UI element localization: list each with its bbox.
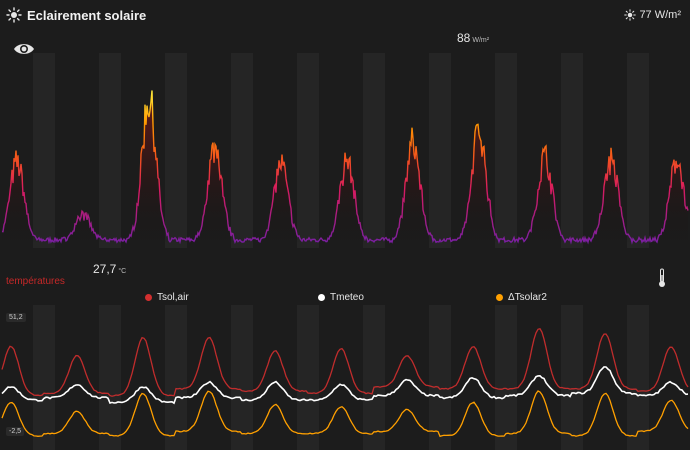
solar-line [1, 90, 689, 245]
night-band [231, 305, 253, 450]
night-band [495, 305, 517, 450]
eye-icon[interactable] [13, 41, 35, 57]
thermometer-icon[interactable] [657, 268, 667, 288]
solar-area [2, 90, 688, 246]
legend-delta-tsolar2[interactable]: ΔTsolar2 [496, 292, 547, 303]
temperature-value-number: 27,7 [93, 262, 117, 276]
legend-tmeteo[interactable]: Tmeteo [318, 292, 364, 303]
legend-dot-tsol-air [145, 294, 152, 301]
night-band [99, 53, 121, 248]
series-line-tmeteo [1, 366, 689, 405]
night-band [495, 53, 517, 248]
legend-label: ΔTsolar2 [508, 292, 547, 303]
night-band [363, 305, 385, 450]
temperature-section-title: températures [6, 276, 65, 287]
sun-icon [6, 7, 22, 23]
solar-value-unit: W/m² [472, 37, 490, 44]
temperature-chart[interactable] [0, 305, 690, 450]
solar-chart[interactable] [0, 48, 690, 253]
series-line-tsol-air [1, 328, 689, 397]
solar-value-number: 88 [457, 31, 471, 45]
legend-dot-delta-tsolar2 [496, 294, 503, 301]
card-header: Eclairement solaire 77 W/m² [0, 0, 690, 30]
night-band [627, 53, 649, 248]
temperature-ytick-max: 51,2 [6, 313, 26, 322]
sun-icon [624, 9, 637, 21]
legend-dot-tmeteo [318, 294, 325, 301]
night-band [627, 305, 649, 450]
legend-label: Tmeteo [330, 292, 364, 303]
night-band [33, 305, 55, 450]
temperature-ytick-min: -2,5 [6, 427, 25, 436]
night-band [99, 305, 121, 450]
solar-current-value: 88 W/m² [457, 31, 489, 45]
night-band [231, 53, 253, 248]
night-band [429, 53, 451, 248]
night-band [33, 53, 55, 248]
night-band [297, 53, 319, 248]
series-line--tsolar2 [1, 390, 689, 438]
temperature-value-unit: °C [118, 268, 127, 275]
night-band [297, 305, 319, 450]
night-band [165, 53, 187, 248]
legend-label: Tsol,air [157, 292, 189, 303]
night-band [363, 53, 385, 248]
night-band [165, 305, 187, 450]
state-badge[interactable]: 77 W/m² [624, 9, 681, 21]
card-title: Eclairement solaire [27, 8, 147, 23]
night-band [429, 305, 451, 450]
night-band [561, 305, 583, 450]
night-band [561, 53, 583, 248]
legend-tsol-air[interactable]: Tsol,air [145, 292, 189, 303]
state-value: 77 W/m² [639, 9, 681, 21]
temperature-current-value: 27,7 °C [93, 262, 126, 276]
